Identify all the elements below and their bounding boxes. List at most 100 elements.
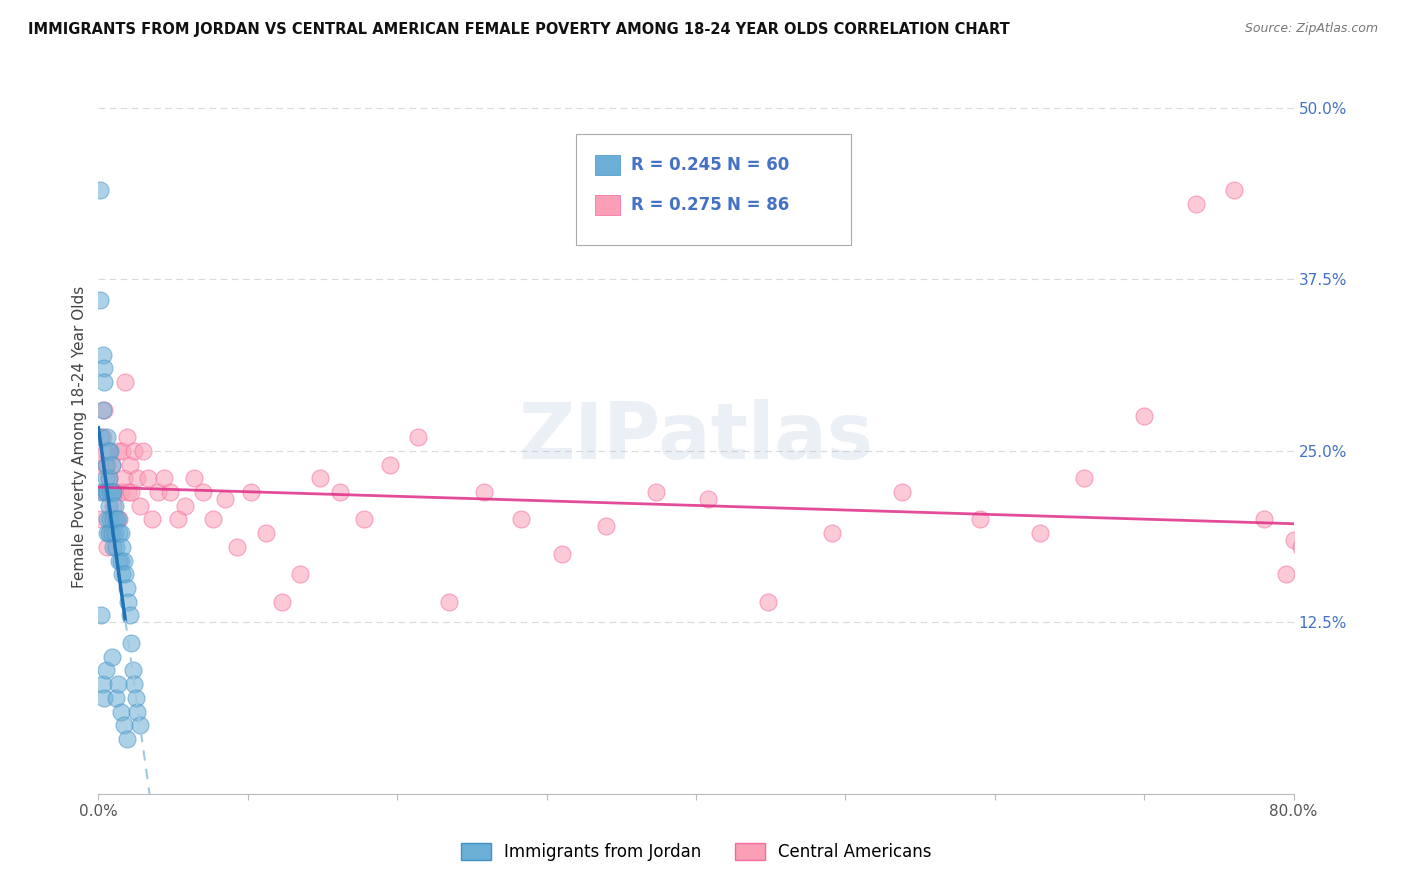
Point	[117, 485, 139, 500]
Point	[153, 471, 176, 485]
Point	[107, 677, 129, 691]
Text: Source: ZipAtlas.com: Source: ZipAtlas.com	[1244, 22, 1378, 36]
Point	[96, 430, 118, 444]
Point	[141, 512, 163, 526]
Point	[89, 293, 111, 307]
Point	[97, 526, 120, 541]
Point	[97, 471, 120, 485]
Point	[1282, 533, 1305, 547]
Point	[98, 443, 122, 458]
Point	[644, 485, 666, 500]
Point	[239, 485, 262, 500]
Point	[129, 499, 152, 513]
Point	[148, 485, 170, 500]
Point	[114, 375, 136, 389]
Point	[94, 485, 117, 500]
Point	[136, 471, 159, 485]
Point	[110, 705, 132, 719]
Point	[1324, 608, 1347, 623]
Point	[1360, 595, 1382, 609]
Point	[94, 458, 117, 472]
Point	[114, 567, 136, 582]
Point	[96, 540, 118, 554]
Point	[96, 526, 118, 541]
Point	[202, 512, 225, 526]
Point	[108, 512, 131, 526]
Point	[93, 361, 115, 376]
Point	[159, 485, 181, 500]
Point	[124, 443, 146, 458]
Point	[127, 705, 149, 719]
Point	[1298, 437, 1320, 451]
Point	[1315, 443, 1337, 458]
Point	[1336, 581, 1358, 595]
Text: IMMIGRANTS FROM JORDAN VS CENTRAL AMERICAN FEMALE POVERTY AMONG 18-24 YEAR OLDS : IMMIGRANTS FROM JORDAN VS CENTRAL AMERIC…	[28, 22, 1010, 37]
Point	[97, 471, 120, 485]
Point	[1028, 526, 1050, 541]
Point	[1275, 567, 1298, 582]
Point	[107, 512, 129, 526]
Point	[1305, 519, 1327, 533]
Point	[90, 608, 112, 623]
Point	[90, 485, 112, 500]
Text: N = 86: N = 86	[727, 196, 789, 214]
Point	[111, 443, 134, 458]
Point	[1348, 608, 1371, 623]
Point	[510, 512, 533, 526]
Point	[1367, 622, 1389, 636]
Point	[439, 595, 461, 609]
Legend: Immigrants from Jordan, Central Americans: Immigrants from Jordan, Central American…	[454, 836, 938, 868]
Point	[1312, 307, 1334, 321]
Point	[821, 526, 844, 541]
Point	[98, 485, 122, 500]
Point	[97, 499, 120, 513]
Point	[115, 581, 138, 595]
Point	[1330, 622, 1353, 636]
Point	[308, 471, 330, 485]
Point	[112, 553, 135, 567]
Point	[96, 458, 118, 472]
Point	[105, 512, 128, 526]
Point	[226, 540, 249, 554]
Point	[472, 485, 495, 500]
Point	[756, 595, 779, 609]
Point	[127, 471, 149, 485]
Point	[1372, 636, 1395, 650]
Point	[353, 512, 375, 526]
Text: N = 60: N = 60	[727, 156, 789, 174]
Point	[103, 512, 125, 526]
Point	[108, 553, 131, 567]
Point	[191, 485, 214, 500]
Point	[93, 485, 115, 500]
Point	[105, 690, 128, 705]
Point	[129, 718, 152, 732]
Point	[697, 491, 720, 506]
Point	[329, 485, 352, 500]
Point	[108, 526, 131, 541]
Point	[118, 458, 141, 472]
Point	[115, 430, 138, 444]
Point	[89, 183, 111, 197]
Point	[214, 491, 236, 506]
Point	[112, 718, 135, 732]
Point	[969, 512, 991, 526]
Point	[107, 443, 129, 458]
Point	[288, 567, 311, 582]
Point	[1309, 581, 1331, 595]
Text: R = 0.275: R = 0.275	[631, 196, 723, 214]
Point	[110, 553, 132, 567]
Point	[94, 443, 117, 458]
Point	[1378, 608, 1400, 623]
Point	[98, 485, 122, 500]
Point	[174, 499, 197, 513]
Point	[118, 608, 141, 623]
Point	[91, 402, 114, 417]
Text: ZIPatlas: ZIPatlas	[519, 399, 873, 475]
Point	[117, 595, 139, 609]
Y-axis label: Female Poverty Among 18-24 Year Olds: Female Poverty Among 18-24 Year Olds	[72, 286, 87, 588]
Point	[91, 430, 114, 444]
Point	[1319, 417, 1341, 431]
Point	[93, 690, 115, 705]
Point	[103, 499, 125, 513]
Point	[104, 526, 127, 541]
